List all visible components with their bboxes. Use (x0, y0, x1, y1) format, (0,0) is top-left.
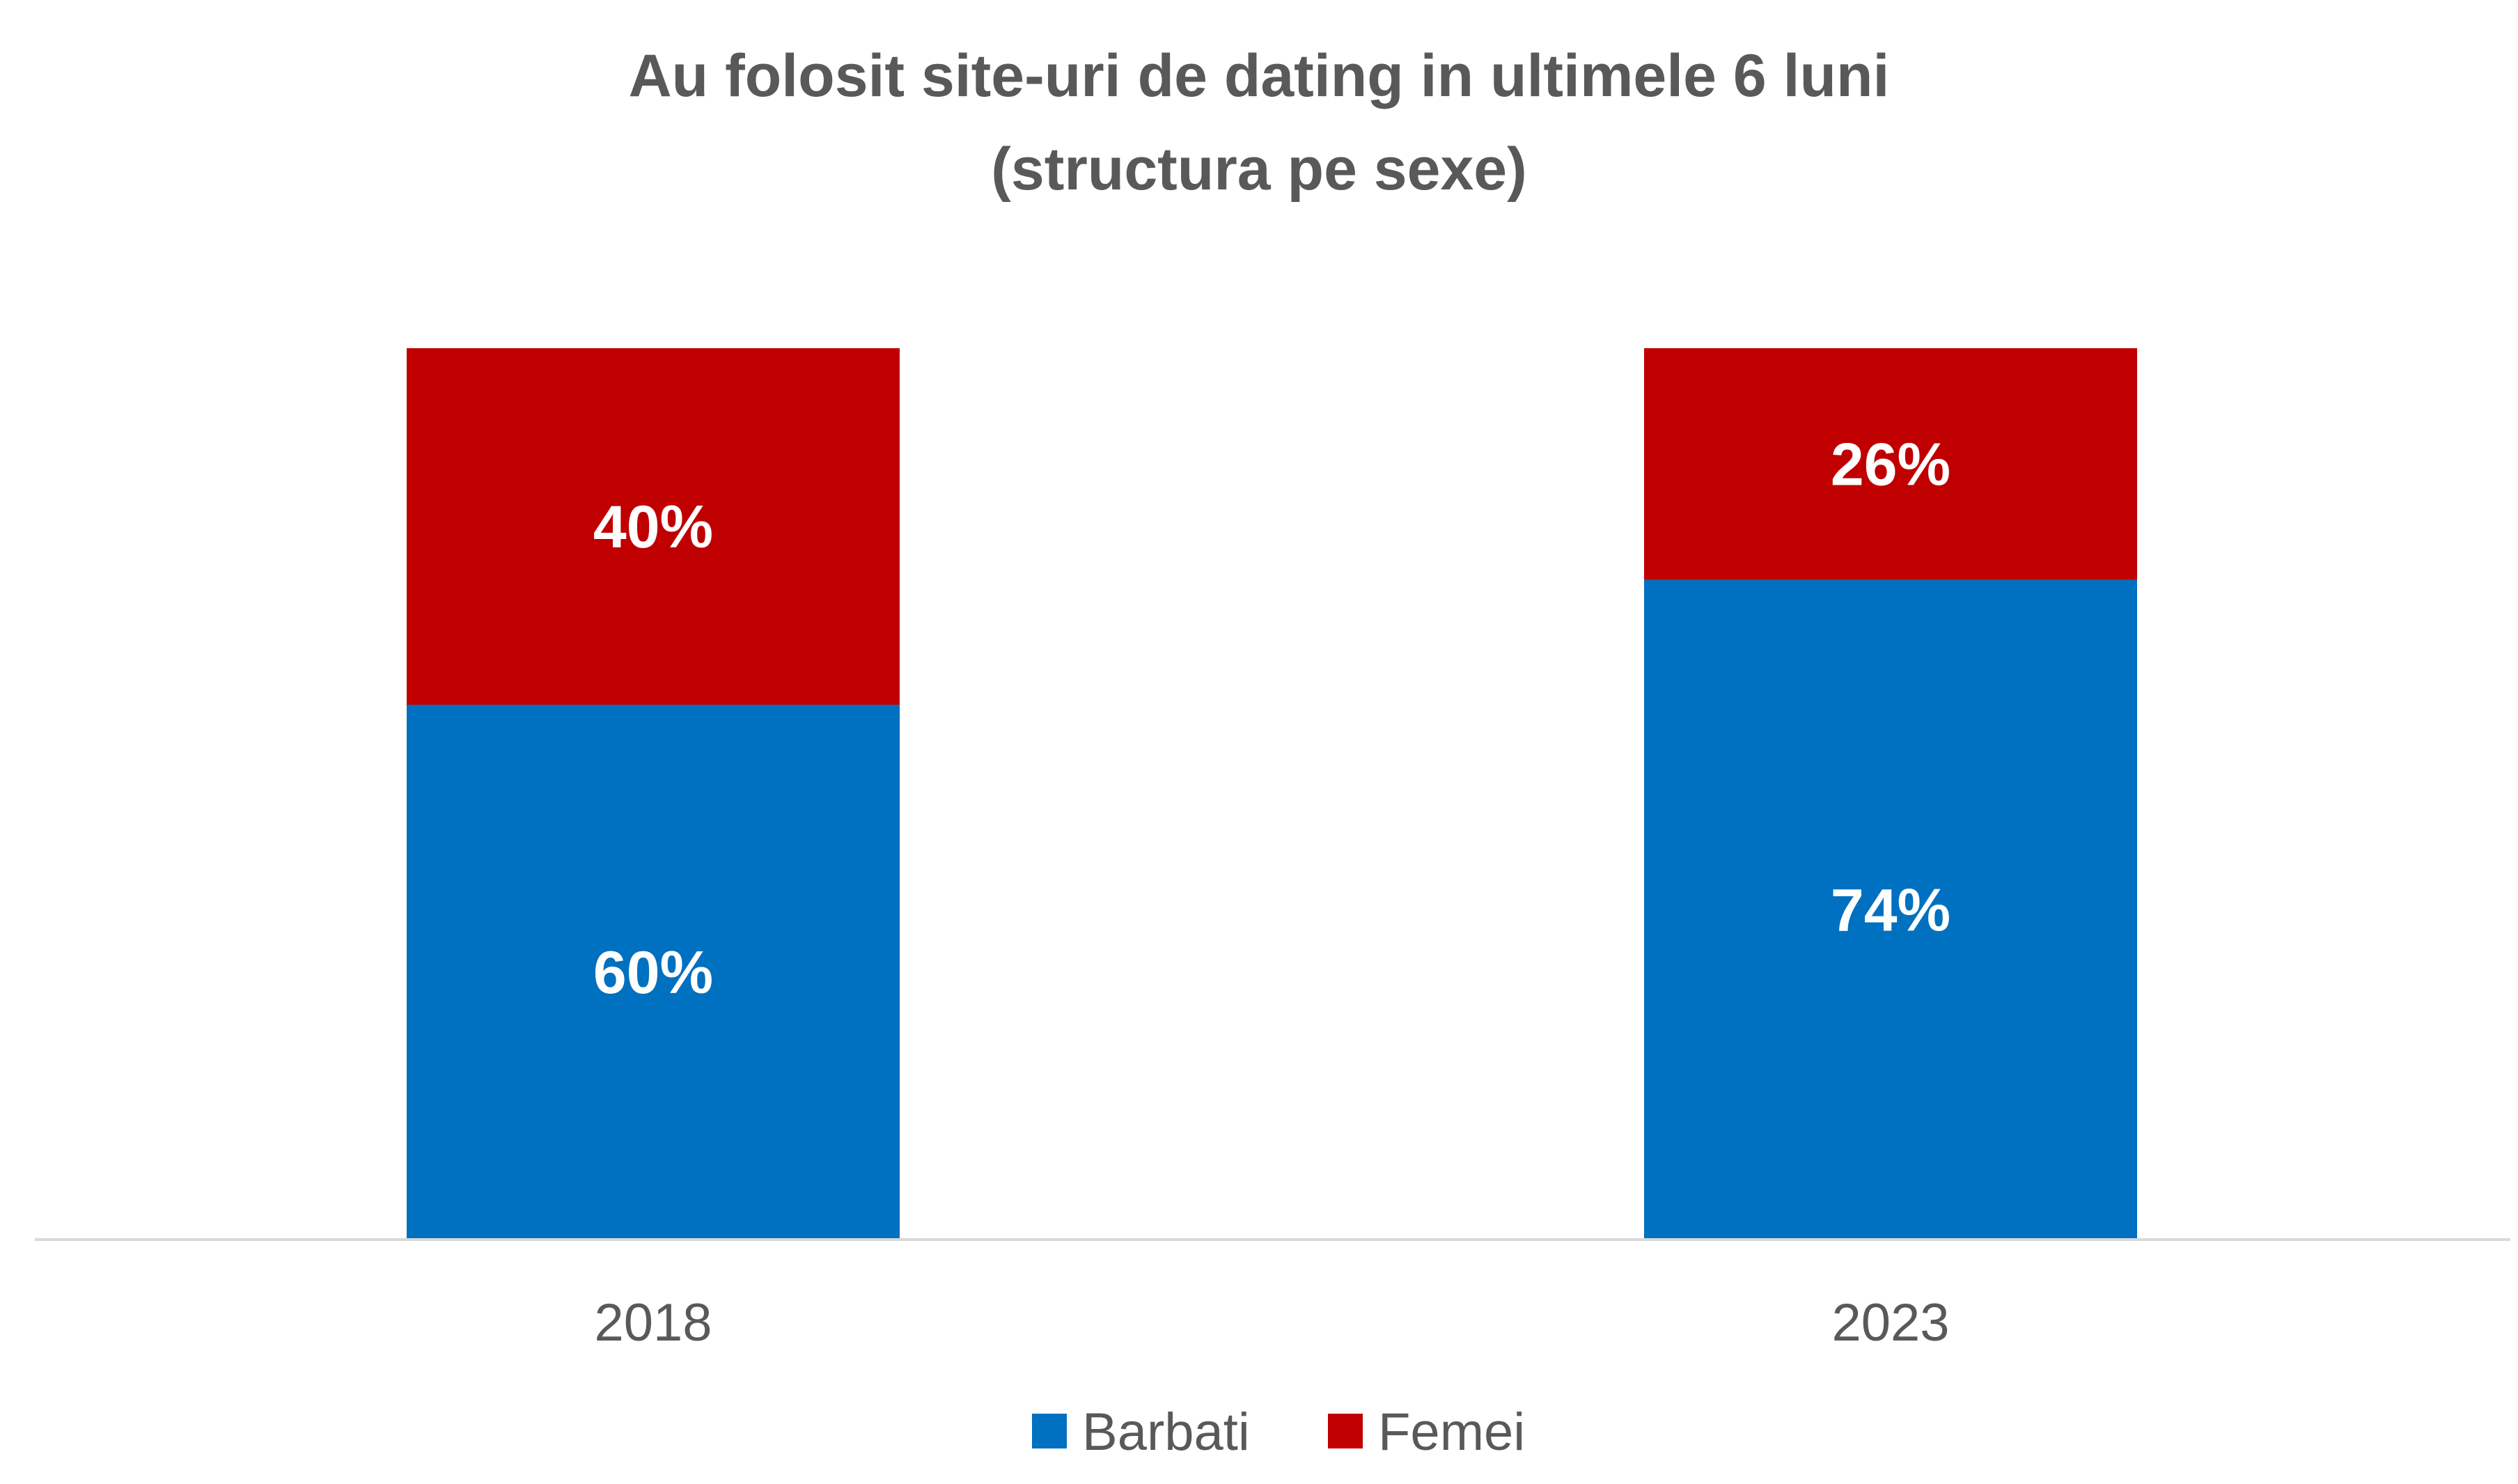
data-labels-group: 60% 40% 74% 26% (593, 431, 1950, 1006)
x-tick-label-2018: 2018 (594, 1293, 712, 1352)
x-tick-label-2023: 2023 (1831, 1293, 1949, 1352)
legend-swatch-barbati (1032, 1414, 1067, 1448)
chart-subtitle: (structura pe sexe) (991, 136, 1527, 203)
legend-label-femei: Femei (1378, 1403, 1525, 1462)
legend-label-barbati: Barbati (1082, 1403, 1250, 1462)
x-tick-labels: 2018 2023 (594, 1293, 1949, 1352)
bar-femei-2023 (1644, 348, 2137, 580)
legend-swatch-femei (1328, 1414, 1363, 1448)
bar-barbati-2023 (1644, 579, 2137, 1240)
bar-femei-2018 (407, 348, 900, 705)
bars-group (407, 348, 2137, 1240)
data-label-femei-2023: 26% (1831, 431, 1950, 498)
bar-barbati-2018 (407, 705, 900, 1240)
data-label-femei-2018: 40% (593, 494, 713, 561)
data-label-barbati-2018: 60% (593, 939, 713, 1006)
legend: Barbati Femei (1032, 1403, 1525, 1462)
data-label-barbati-2023: 74% (1831, 877, 1950, 944)
chart-title: Au folosit site-uri de dating in ultimel… (629, 42, 1890, 109)
